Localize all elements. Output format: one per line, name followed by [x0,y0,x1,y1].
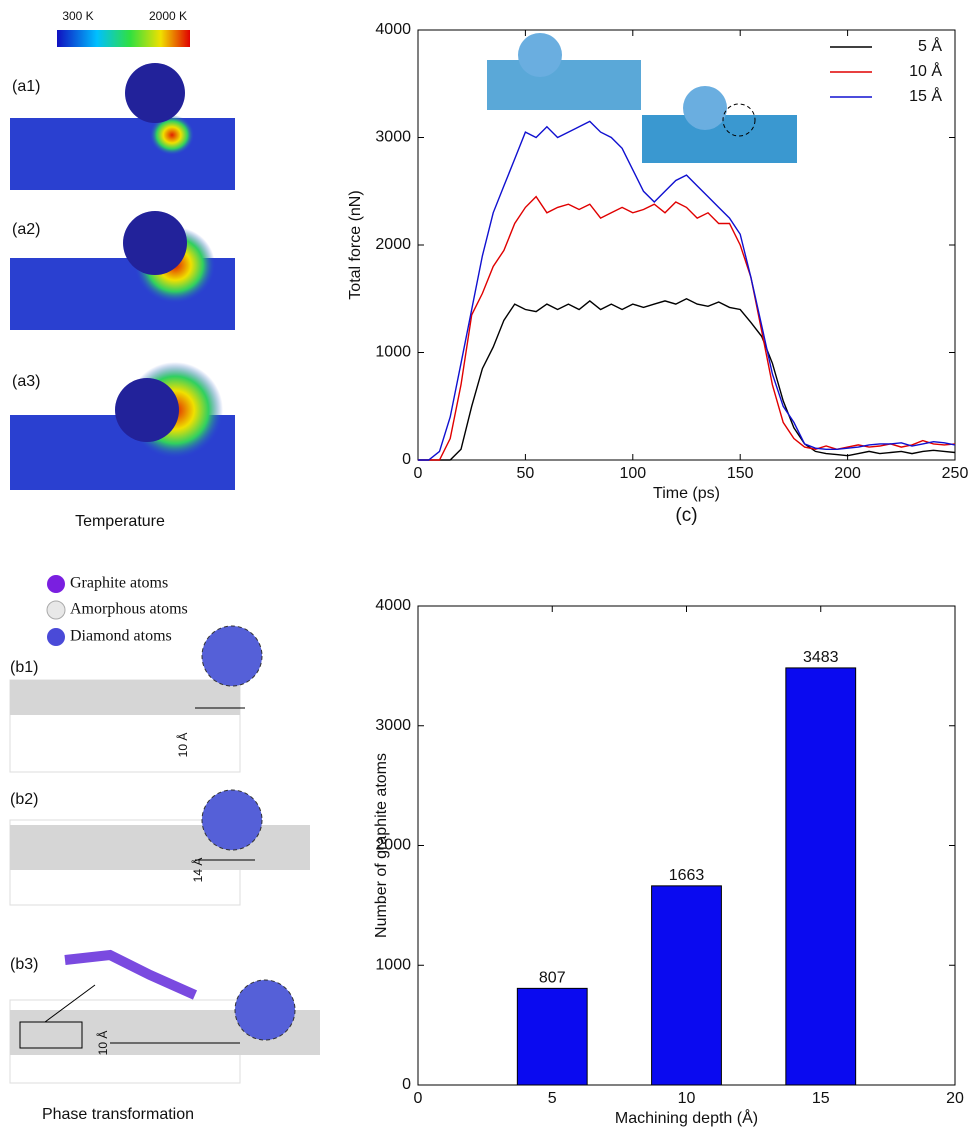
x-tick-label: 10 [678,1090,696,1107]
x-tick-label: 150 [727,465,754,482]
y-axis-label: Total force (nN) [347,190,364,299]
colorbar-high: 2000 K [149,9,187,23]
y-tick-label: 3000 [375,129,411,146]
panel-label: (b3) [10,956,38,973]
x-tick-label: 50 [517,465,535,482]
inset [487,60,641,110]
bar [651,885,722,1086]
panel-b2: (b2) 14 Å [9,789,310,906]
tool [201,789,263,851]
panel-b1: (b1) 10 Å [9,625,263,773]
y-tick-label: 0 [402,1076,411,1093]
colorbar-low: 300 K [62,9,93,23]
caption: Phase transformation [42,1106,194,1123]
data-label: 1663 [669,867,705,884]
zoom-line [44,984,96,1023]
y-tick-label: 0 [402,451,411,468]
series-line [418,120,956,461]
series-line [418,298,956,461]
bar [785,667,857,1086]
tool [115,378,179,442]
inset-tool [518,33,562,77]
panel-label: (b2) [10,791,38,808]
x-tick-label: 15 [812,1090,830,1107]
legend-dot [47,575,65,593]
zoom-box [19,1021,83,1049]
panel-a3: (a3) [10,362,235,490]
substrate [10,118,235,190]
depth: 10 Å [175,733,190,758]
y-tick-label: 3000 [375,717,411,734]
x-tick-label: 0 [414,1090,423,1107]
hot-zone [150,115,194,155]
legend-label: 5 Å [918,36,942,55]
x-tick-label: 200 [834,465,861,482]
tool [125,63,185,123]
graphite-sketch [64,949,198,1000]
legend-text: Graphite atoms [70,575,168,592]
frame [9,999,241,1084]
y-tick-label: 2000 [375,236,411,253]
y-tick-label: 1000 [375,344,411,361]
data-label: 3483 [803,649,839,666]
y-tick-label: 2000 [375,837,411,854]
panel-b3: (b3) 10 Å [9,949,320,1084]
series-line [418,195,956,461]
y-tick-label: 1000 [375,956,411,973]
legend-dot [46,600,66,620]
x-axis-label: Time (ps) [653,485,720,502]
tool [201,625,263,687]
x-tick-label: 250 [942,465,969,482]
panel-label: (a1) [12,78,40,95]
panel-label: (a2) [12,221,40,238]
depth: 14 Å [190,858,205,883]
legend-label: 15 Å [909,86,942,105]
panel-a2: (a2) [10,211,235,330]
data-label: 807 [539,970,566,987]
y-axis-label: Number of graphite atoms [373,753,390,938]
colorbar [57,30,190,47]
plot-frame [417,29,956,461]
inset-circle [722,103,756,137]
panel-a1: (a1) [10,63,235,190]
x-tick-label: 5 [548,1090,557,1107]
legend-text: Amorphous atoms [70,601,188,618]
x-axis-label: Machining depth (Å) [615,1108,758,1127]
legend-text: Diamond atoms [70,628,172,645]
x-tick-label: 0 [414,465,423,482]
bar [516,987,588,1086]
amorphous [10,680,240,715]
legend-dot [47,628,65,646]
caption: Temperature [75,513,165,530]
amorphous [10,825,310,870]
panel-label: (b1) [10,659,38,676]
tool [123,211,187,275]
y-tick-label: 4000 [375,597,411,614]
panel-label: (c) [675,505,697,526]
depth: 10 Å [95,1031,110,1056]
y-tick-label: 4000 [375,21,411,38]
legend-label: 10 Å [909,61,942,80]
inset-tool [683,86,727,130]
panel-label: (a3) [12,373,40,390]
tool [234,979,296,1041]
frame [9,819,241,906]
x-tick-label: 100 [619,465,646,482]
x-tick-label: 20 [946,1090,964,1107]
